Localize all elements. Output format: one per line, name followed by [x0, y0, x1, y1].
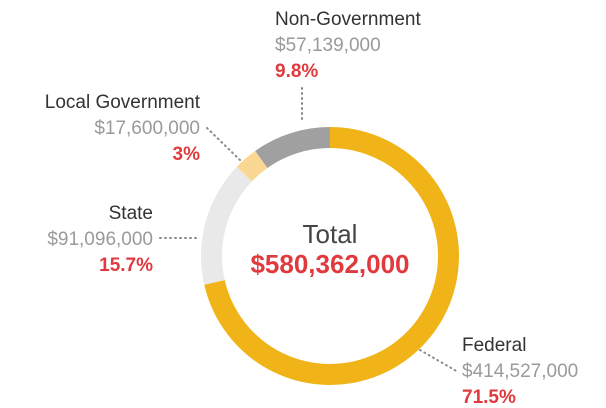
center-label: Total	[303, 219, 358, 249]
total-label: $580,362,000	[250, 249, 409, 279]
value-label: $57,139,000	[275, 35, 381, 56]
share-label: 3%	[173, 144, 201, 165]
value-label: $414,527,000	[462, 361, 578, 382]
donut-segment	[201, 166, 252, 285]
value-label: $91,096,000	[47, 229, 153, 250]
category-label: Federal	[462, 335, 526, 356]
category-label: Local Government	[45, 92, 201, 113]
donut-segment	[236, 150, 268, 182]
share-label: 15.7%	[99, 255, 153, 276]
leader-line	[419, 349, 459, 373]
leader-line	[206, 127, 241, 161]
category-label: Non-Government	[275, 9, 421, 30]
share-label: 71.5%	[462, 387, 516, 408]
donut-segment	[255, 127, 330, 169]
share-label: 9.8%	[275, 61, 318, 82]
value-label: $17,600,000	[94, 118, 200, 139]
category-label: State	[109, 203, 153, 224]
